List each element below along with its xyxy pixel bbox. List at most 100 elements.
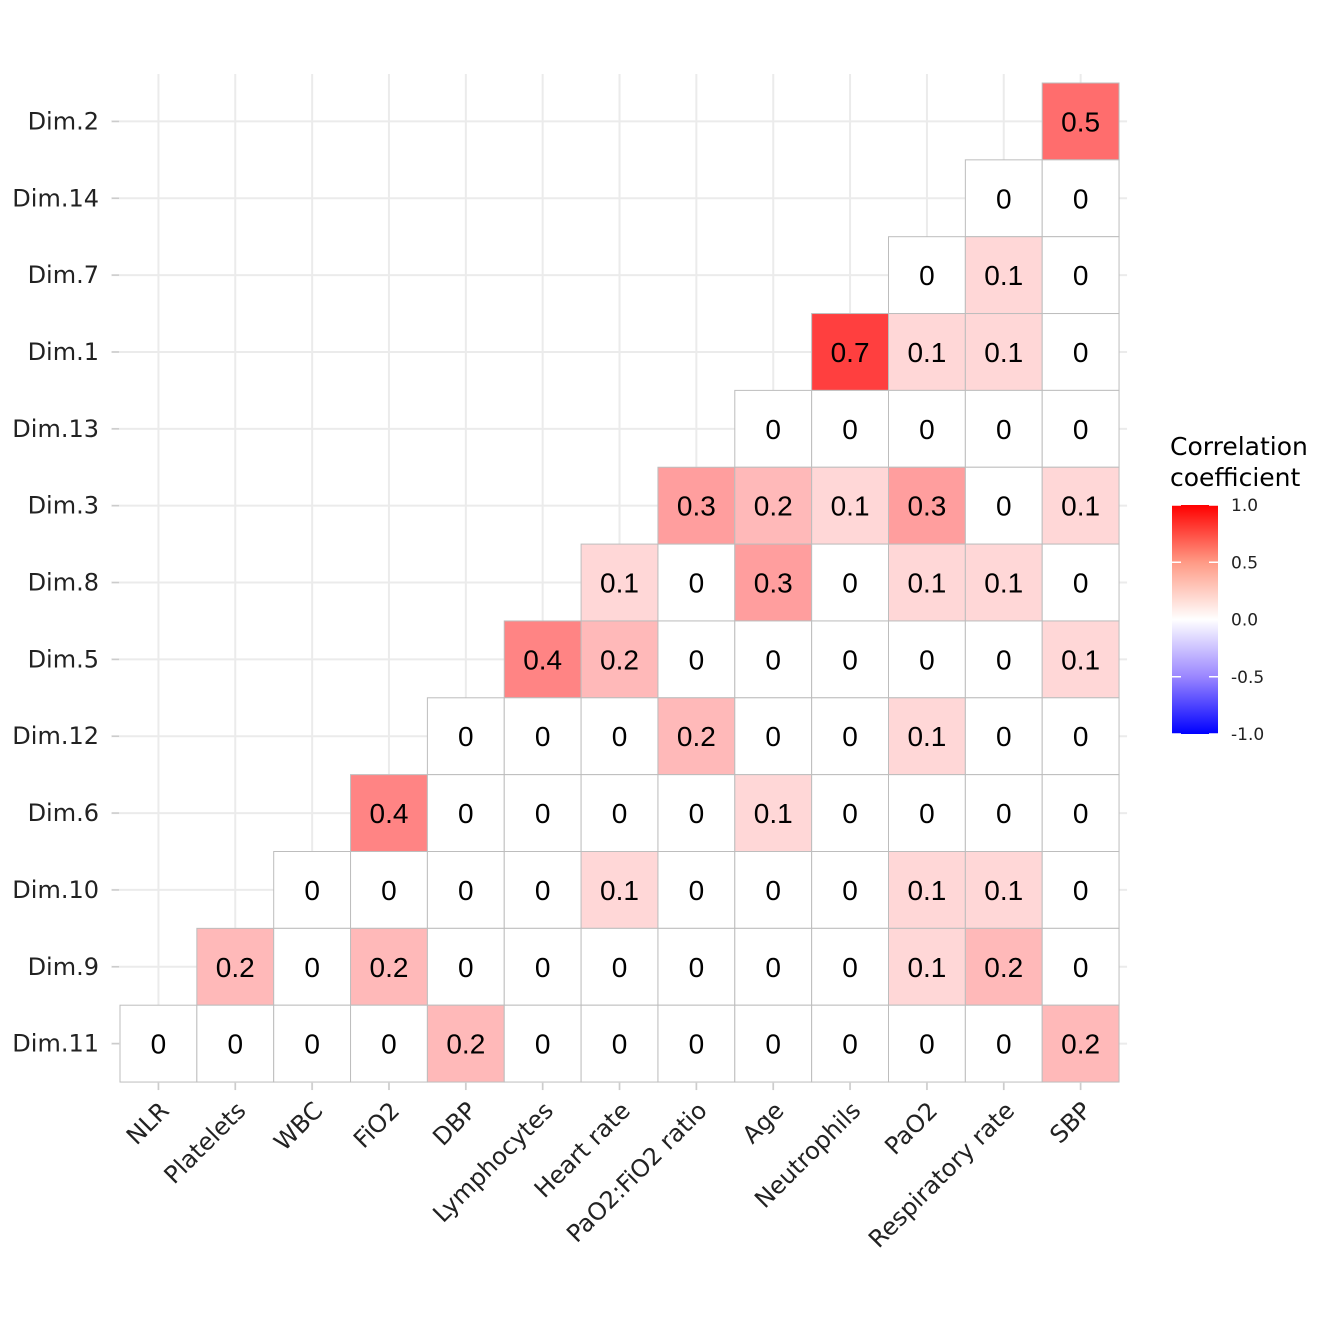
cell-value-label: 0: [842, 721, 858, 752]
heatmap-cell: [888, 851, 966, 929]
cell-value-label: 0.1: [907, 337, 946, 368]
heatmap-cell: [888, 620, 966, 699]
heatmap-cell: [888, 236, 966, 315]
cell-value-label: 0: [765, 952, 781, 983]
y-tick-label: Dim.2: [28, 107, 99, 135]
heatmap-cell: [811, 697, 890, 776]
heatmap-cell: [888, 389, 966, 468]
heatmap-cell: [503, 774, 582, 853]
cell-value-label: 0: [689, 875, 705, 906]
heatmap-cell: [580, 851, 659, 929]
heatmap-cell: [1041, 313, 1120, 391]
heatmap-cell: [811, 1004, 890, 1083]
cell-value-label: 0: [535, 798, 551, 829]
cell-value-label: 0.2: [446, 1029, 485, 1060]
heatmap-cell: [811, 620, 890, 699]
cell-value-label: 0: [535, 875, 551, 906]
cell-value-label: 0: [689, 644, 705, 675]
cell-value-label: 0: [919, 414, 935, 445]
heatmap-cell: [964, 927, 1043, 1006]
x-tick-label: Platelets: [159, 1096, 252, 1189]
cell-value-label: 0: [1073, 798, 1089, 829]
cell-value-label: 0: [381, 1029, 397, 1060]
cell-value-label: 0: [765, 721, 781, 752]
y-tick-label: Dim.3: [28, 492, 99, 520]
heatmap-cell: [657, 851, 736, 929]
cell-value-label: 0.1: [907, 721, 946, 752]
heatmap-cell: [1041, 774, 1120, 853]
cell-value-label: 0: [765, 1029, 781, 1060]
heatmap-cell: [1041, 466, 1120, 545]
legend-title-line-1: Correlation: [1170, 432, 1308, 461]
heatmap-cell: [426, 697, 505, 776]
heatmap-cell: [657, 543, 736, 622]
heatmap-cell: [350, 1004, 428, 1083]
cell-value-label: 0: [612, 798, 628, 829]
heatmap-cell: [580, 697, 659, 776]
heatmap-cell: [734, 466, 813, 545]
cell-value-label: 0.1: [600, 875, 639, 906]
heatmap-cell: [273, 927, 352, 1006]
cell-value-label: 0.1: [984, 337, 1023, 368]
cell-value-label: 0: [151, 1029, 167, 1060]
heatmap-cell: [964, 389, 1043, 468]
cell-value-label: 0: [765, 644, 781, 675]
heatmap-cell: [1041, 389, 1120, 468]
legend-tick-label: -0.5: [1231, 668, 1264, 688]
cell-value-label: 0: [765, 875, 781, 906]
x-tick-label: Respiratory rate: [863, 1096, 1020, 1253]
heatmap-cell: [503, 927, 582, 1006]
cell-value-label: 0: [842, 875, 858, 906]
x-tick-label: PaO2: [879, 1096, 943, 1160]
cell-value-label: 0: [842, 644, 858, 675]
cell-value-label: 0.1: [984, 568, 1023, 599]
heatmap-cell: [811, 313, 890, 391]
cell-value-label: 0: [1073, 952, 1089, 983]
heatmap-cell: [888, 774, 966, 853]
legend-title-line-2: coefficient: [1170, 463, 1301, 492]
cell-value-label: 0.4: [370, 798, 409, 829]
cell-value-label: 0: [1073, 721, 1089, 752]
cell-value-label: 0: [1073, 875, 1089, 906]
heatmap-cell: [964, 697, 1043, 776]
cell-value-label: 0: [919, 260, 935, 291]
y-tick-label: Dim.5: [28, 645, 99, 673]
heatmap-cell: [580, 774, 659, 853]
heatmap-cell: [1041, 1004, 1120, 1083]
heatmap-cell: [734, 1004, 813, 1083]
y-tick-label: Dim.6: [28, 799, 99, 827]
cell-value-label: 0: [1073, 337, 1089, 368]
cell-value-label: 0: [689, 568, 705, 599]
cell-value-label: 0.1: [907, 568, 946, 599]
heatmap-cell: [503, 620, 582, 699]
cell-value-label: 0.4: [523, 644, 562, 675]
cell-value-label: 0.2: [370, 952, 409, 983]
heatmap-cell: [1041, 697, 1120, 776]
cell-value-label: 0.1: [600, 568, 639, 599]
cell-value-labels: 0.5 0 0 0 0.1 0 0.7 0.1 0.1 0 0 0 0 0 0 0.3 0.2 0.1 0.3 0 0.…: [151, 106, 1100, 1059]
cell-value-label: 0: [458, 875, 474, 906]
cell-value-label: 0: [612, 1029, 628, 1060]
legend-tick-label: 0.0: [1231, 611, 1258, 631]
y-tick-label: Dim.8: [28, 569, 99, 597]
cell-value-label: 0: [381, 875, 397, 906]
cell-value-label: 0.2: [1061, 1029, 1100, 1060]
heatmap-cell: [811, 543, 890, 622]
heatmap-cell: [888, 466, 966, 545]
cell-value-label: 0: [919, 644, 935, 675]
cell-value-label: 0.3: [677, 491, 716, 522]
cell-value-label: 0: [996, 644, 1012, 675]
y-tick-label: Dim.14: [12, 184, 99, 212]
cell-value-label: 0: [842, 952, 858, 983]
cell-value-label: 0: [842, 798, 858, 829]
heatmap-cell: [1041, 927, 1120, 1006]
cell-value-label: 0.7: [831, 337, 870, 368]
x-tick-label: PaO2:FiO2 ratio: [561, 1096, 712, 1247]
y-tick-label: Dim.12: [12, 722, 99, 750]
heatmap-cell: [350, 927, 428, 1006]
cell-value-label: 0.1: [754, 798, 793, 829]
cell-value-label: 0.1: [984, 875, 1023, 906]
cell-value-label: 0.3: [754, 568, 793, 599]
